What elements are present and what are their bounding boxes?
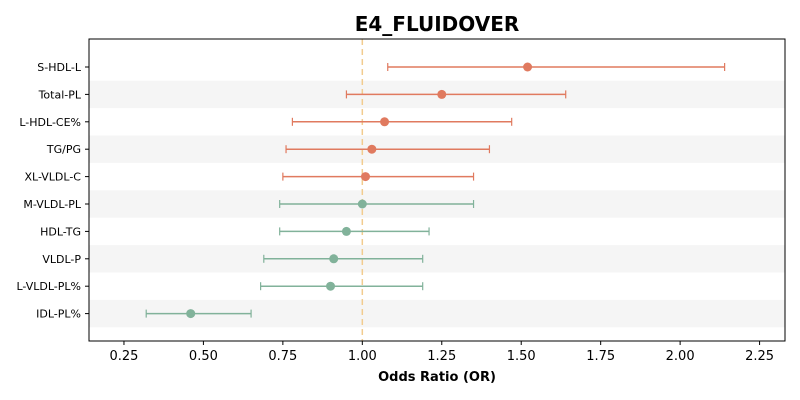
plot-frame xyxy=(88,38,786,342)
y-tick-label: IDL-PL% xyxy=(36,308,81,321)
row-band xyxy=(89,245,785,273)
or-point xyxy=(380,117,390,127)
y-tick-label: Total-PL xyxy=(38,88,82,101)
chart-marks xyxy=(145,62,726,319)
forest-row xyxy=(263,254,424,264)
chart-title: E4_FLUIDOVER xyxy=(355,12,520,36)
or-point xyxy=(357,199,367,209)
x-axis: 0.25 0.50 0.75 1.00 1.25 1.50 1.75 2.00 2.25 xyxy=(109,341,774,364)
x-tick-label: 2.00 xyxy=(666,349,695,364)
y-tick-label: L-HDL-CE% xyxy=(19,116,81,129)
y-tick-label: XL-VLDL-C xyxy=(24,171,81,184)
forest-row xyxy=(387,62,726,72)
x-tick-label: 0.25 xyxy=(109,349,138,364)
y-tick-label: M-VLDL-PL xyxy=(23,198,81,211)
forest-row xyxy=(279,199,475,209)
y-tick-label: TG/PG xyxy=(46,143,81,156)
x-tick-label: 0.50 xyxy=(189,349,218,364)
or-point xyxy=(437,89,447,99)
y-tick-label: L-VLDL-PL% xyxy=(16,280,81,293)
forest-row xyxy=(282,172,475,182)
x-tick-label: 1.00 xyxy=(348,349,377,364)
forest-row xyxy=(145,309,252,319)
forest-row xyxy=(260,281,424,291)
or-point xyxy=(367,144,377,154)
y-axis: S-HDL-L Total-PL L-HDL-CE% TG/PG XL-VLDL-C M-… xyxy=(16,61,89,321)
forest-row xyxy=(285,144,491,154)
y-tick-label: VLDL-P xyxy=(42,253,81,266)
or-point xyxy=(523,62,533,72)
or-point xyxy=(360,172,370,182)
x-tick-label: 1.25 xyxy=(427,349,456,364)
forest-row xyxy=(279,226,430,236)
or-point xyxy=(186,309,196,319)
y-tick-label: S-HDL-L xyxy=(37,61,82,74)
y-tick-label: HDL-TG xyxy=(40,225,81,238)
x-tick-label: 1.75 xyxy=(586,349,615,364)
forest-row xyxy=(345,89,567,99)
x-tick-label: 2.25 xyxy=(745,349,774,364)
x-axis-label: Odds Ratio (OR) xyxy=(378,370,496,385)
x-tick-label: 0.75 xyxy=(268,349,297,364)
x-tick-label: 1.50 xyxy=(507,349,536,364)
or-point xyxy=(329,254,339,264)
or-point xyxy=(326,281,336,291)
forest-row xyxy=(291,117,513,127)
or-point xyxy=(341,226,351,236)
